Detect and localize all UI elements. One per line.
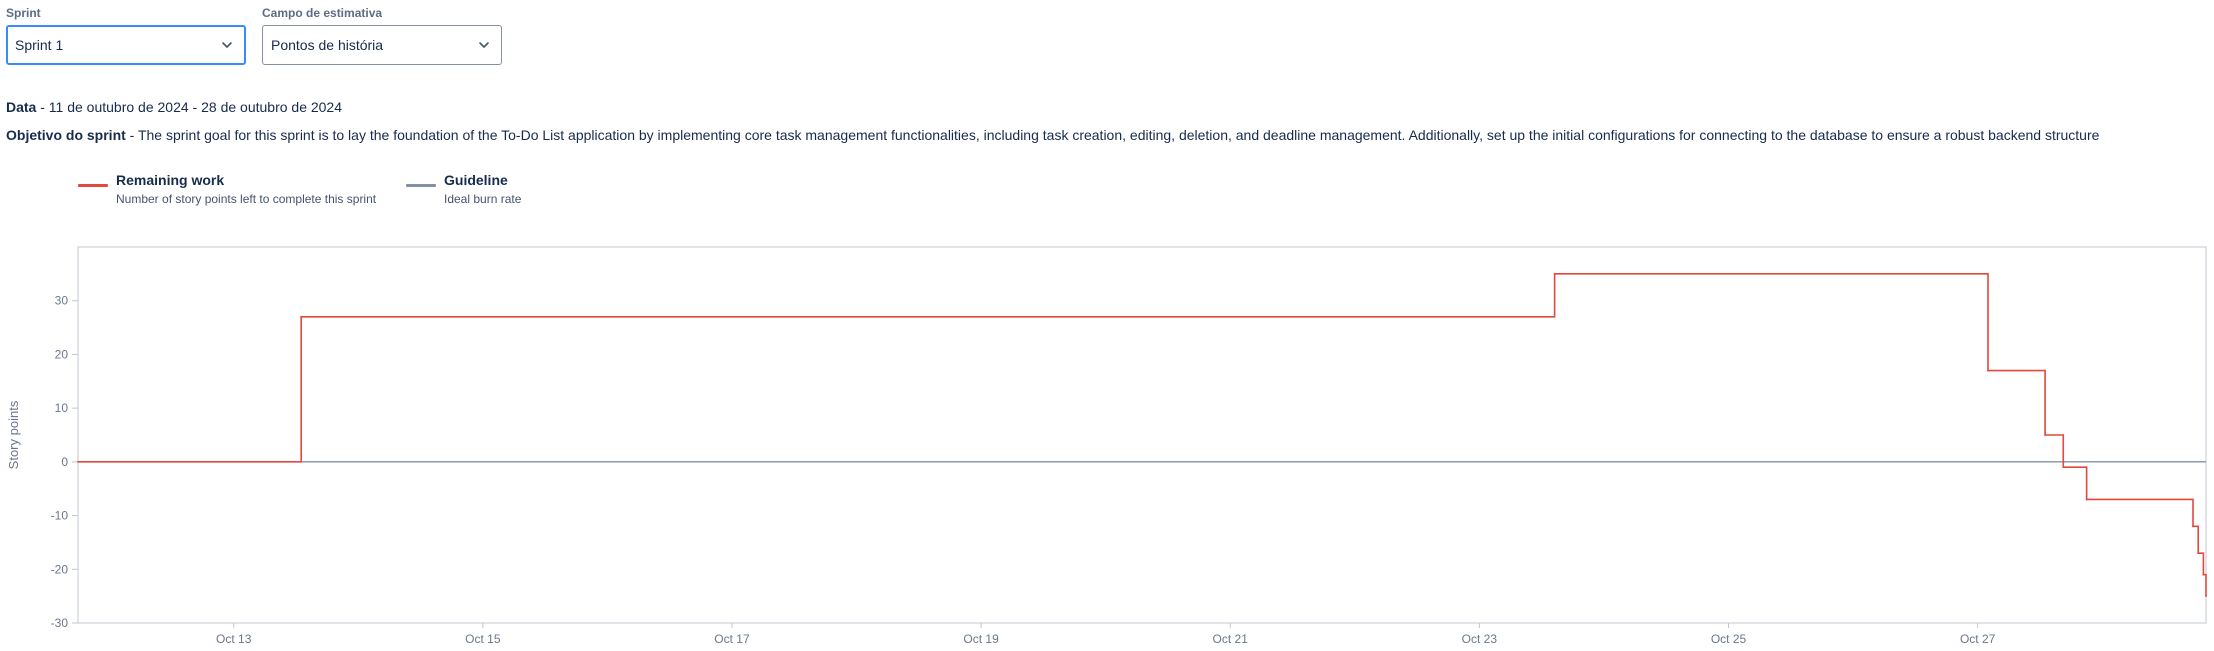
legend-desc-remaining-work: Number of story points left to complete …	[116, 192, 377, 206]
y-tick-label: -10	[51, 509, 69, 523]
data-point	[1987, 369, 1989, 372]
plot-area-border	[77, 246, 2207, 624]
x-tick-label: Oct 27	[1960, 632, 1996, 646]
sprint-label: Sprint	[6, 6, 41, 20]
y-tick-label: 20	[55, 347, 69, 361]
x-axis: Oct 13 Oct 15 Oct 17 Oct 19 Oct 21 Oct 23 Oct …	[216, 623, 1996, 646]
chevron-down-icon	[479, 42, 489, 48]
sprint-goal-value: - The sprint goal for this sprint is to …	[129, 127, 2100, 143]
y-axis-label: Story points	[6, 400, 21, 469]
y-tick-label: 10	[55, 401, 69, 415]
data-point	[2062, 466, 2065, 469]
sprint-date: Data - 11 de outubro de 2024 - 28 de out…	[6, 99, 342, 115]
data-point	[300, 315, 303, 318]
estimation-label: Campo de estimativa	[262, 6, 383, 20]
x-tick-label: Oct 15	[465, 632, 501, 646]
x-tick-label: Oct 23	[1462, 632, 1498, 646]
sprint-select-value: Sprint 1	[15, 37, 64, 53]
data-point	[2205, 595, 2207, 598]
sprint-goal: Objetivo do sprint - The sprint goal for…	[6, 127, 2099, 143]
legend-desc-guideline: Ideal burn rate	[444, 192, 522, 206]
sprint-date-value: - 11 de outubro de 2024 - 28 de outubro …	[40, 99, 343, 115]
y-tick-label: -30	[51, 616, 69, 630]
legend-swatch-remaining-work	[78, 184, 108, 187]
legend-title-guideline: Guideline	[444, 172, 508, 188]
sprint-select[interactable]: Sprint 1	[6, 25, 246, 65]
data-point	[2202, 573, 2205, 576]
sprint-date-label: Data	[6, 99, 37, 115]
series-line-remaining-work	[78, 273, 2207, 597]
y-axis: -30 -20 -10 0 10 20 30	[51, 294, 78, 630]
x-tick-label: Oct 21	[1213, 632, 1249, 646]
data-point	[2044, 434, 2047, 436]
data-point	[2192, 525, 2194, 528]
y-tick-label: 0	[61, 455, 68, 469]
legend-swatch-guideline	[406, 184, 436, 187]
data-point	[2085, 498, 2088, 501]
data-point	[2197, 552, 2200, 555]
chevron-down-icon	[222, 42, 232, 48]
sprint-goal-label: Objetivo do sprint	[6, 127, 126, 143]
x-tick-label: Oct 17	[714, 632, 750, 646]
x-tick-label: Oct 19	[963, 632, 999, 646]
y-tick-label: -20	[51, 562, 69, 576]
x-tick-label: Oct 13	[216, 632, 252, 646]
data-point	[77, 460, 79, 463]
x-tick-label: Oct 25	[1711, 632, 1747, 646]
legend-title-remaining-work: Remaining work	[116, 172, 225, 188]
data-point	[1553, 272, 1556, 275]
estimation-select-value: Pontos de história	[271, 37, 384, 53]
estimation-select[interactable]: Pontos de história	[262, 25, 502, 65]
series-layer	[77, 272, 2207, 598]
y-tick-label: 30	[55, 294, 69, 308]
